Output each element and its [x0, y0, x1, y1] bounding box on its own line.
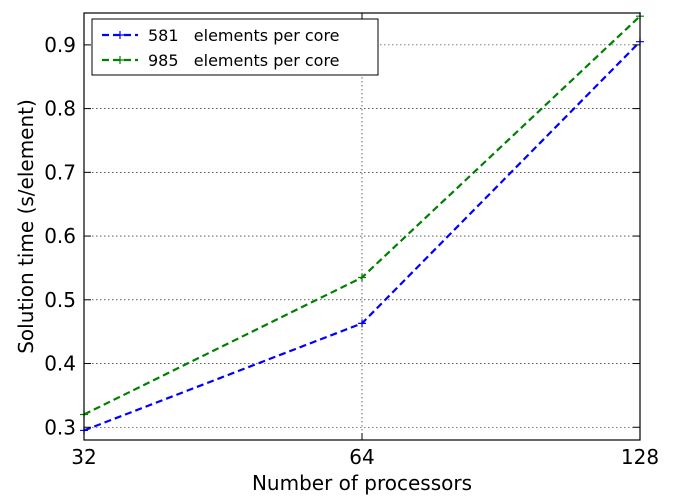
legend-label: 581 elements per core — [148, 26, 340, 45]
data-point-marker — [358, 319, 366, 328]
data-point-marker — [358, 273, 366, 282]
x-axis-label: Number of processors — [252, 471, 472, 495]
y-tick-label: 0.9 — [44, 33, 76, 57]
legend-marker — [116, 31, 124, 39]
y-tick-label: 0.7 — [44, 160, 76, 184]
y-tick-label: 0.8 — [44, 97, 76, 121]
grid-lines — [84, 13, 640, 440]
legend: 581 elements per core 985 elements per co… — [91, 18, 379, 76]
legend-marker — [116, 56, 124, 64]
axis-ticks: 0.3 0.4 0.5 0.6 0.7 0.8 0.9 32 64 128 — [44, 13, 659, 469]
x-tick-label: 32 — [71, 445, 96, 469]
x-tick-label: 64 — [349, 445, 374, 469]
legend-label: 985 elements per core — [148, 51, 340, 70]
x-tick-label: 128 — [621, 445, 659, 469]
series-lines — [80, 12, 644, 435]
legend-box — [91, 18, 379, 76]
y-tick-label: 0.3 — [44, 415, 76, 439]
series-line — [83, 15, 641, 416]
y-tick-label: 0.4 — [44, 352, 76, 376]
y-tick-label: 0.6 — [44, 224, 76, 248]
y-axis-label: Solution time (s/element) — [14, 99, 38, 354]
y-tick-label: 0.5 — [44, 288, 76, 312]
